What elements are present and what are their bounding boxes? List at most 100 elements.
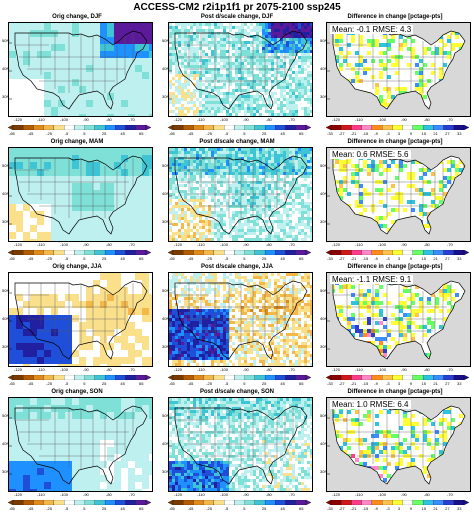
lon-label: -120 bbox=[332, 117, 341, 122]
colorbar-tick-label: -45 bbox=[187, 256, 194, 261]
us-outline bbox=[332, 155, 466, 235]
colorbar-tick-label: -33 bbox=[327, 381, 333, 386]
lon-label: -80 bbox=[266, 242, 272, 247]
colorbar-tick-label: -65 bbox=[9, 506, 15, 511]
colorbar-tick-label: 33 bbox=[457, 131, 462, 136]
post-panel-jja: Post d/scale change, JJA 50N 40N 30N -120 -11… bbox=[162, 264, 313, 386]
panel-title: Orig change, SON bbox=[51, 389, 103, 395]
panel-title: Difference in change [pctage-pts] bbox=[347, 389, 443, 395]
diff-map bbox=[327, 23, 470, 116]
orig-map bbox=[9, 273, 152, 366]
map-frame bbox=[8, 397, 153, 492]
colorbar-tick-label: 15 bbox=[421, 131, 426, 136]
figure-title: ACCESS-CM2 r2i1p1f1 pr 2075-2100 ssp245 bbox=[133, 2, 341, 13]
lon-label: -100 bbox=[378, 242, 387, 247]
rmse-value: RMSE: 4.3 bbox=[372, 25, 412, 34]
colorbar-tick-label: -27 bbox=[338, 131, 345, 136]
us-outline bbox=[14, 30, 148, 110]
colorbar-tick-label: -3 bbox=[386, 381, 390, 386]
colorbar-tick-label: 25 bbox=[261, 381, 267, 386]
lon-label: -110 bbox=[355, 242, 363, 247]
colorbar-tick-label: -65 bbox=[169, 381, 175, 386]
colorbar-tick-label: 5 bbox=[243, 506, 246, 511]
lon-label: -90 bbox=[401, 492, 407, 497]
stats-label: Mean: -1.1 RMSE: 9.1 bbox=[330, 275, 414, 284]
colorbar-tick-label: -15 bbox=[362, 381, 369, 386]
colorbar-tick-label: 5 bbox=[83, 131, 86, 136]
colorbar-tick-label: -65 bbox=[169, 256, 175, 261]
lat-label: 40N bbox=[162, 191, 170, 196]
lon-label: -120 bbox=[174, 492, 183, 497]
orig-panel-djf: Orig change, DJF 50N 40N 30N -120 -110 -100 -90… bbox=[2, 14, 153, 136]
diff-panel-son: Difference in change [pctage-pts] Mean: 1… bbox=[320, 389, 471, 511]
colorbar-tick-label: 25 bbox=[261, 506, 267, 511]
colorbar-tick-label: 65 bbox=[299, 256, 304, 261]
map-frame bbox=[168, 22, 313, 117]
lat-label: 50N bbox=[2, 288, 10, 293]
lat-label: 30N bbox=[2, 469, 10, 474]
stats-label: Mean: 1.0 RMSE: 6.4 bbox=[330, 400, 411, 409]
colorbar-tick-label: 25 bbox=[101, 256, 107, 261]
lon-label: -120 bbox=[174, 367, 183, 372]
lat-label: 40N bbox=[320, 66, 328, 71]
colorbar-tick-label: -5 bbox=[64, 131, 69, 136]
lon-label: -100 bbox=[60, 492, 69, 497]
lon-label: -110 bbox=[197, 492, 205, 497]
orig-panel-jja: Orig change, JJA 50N 40N 30N -120 -110 -100 -90… bbox=[2, 264, 153, 386]
colorbar-tick-label: -65 bbox=[169, 506, 175, 511]
post-colorbar bbox=[168, 500, 311, 505]
map-frame: Mean: 1.0 RMSE: 6.4 bbox=[326, 397, 471, 492]
lon-label: -80 bbox=[106, 117, 112, 122]
lon-label: -110 bbox=[37, 492, 45, 497]
post-map bbox=[169, 273, 312, 366]
lon-label: -100 bbox=[378, 492, 387, 497]
diff-map bbox=[327, 273, 470, 366]
colorbar-tick-label: -25 bbox=[46, 506, 52, 511]
colorbar-tick-label: -45 bbox=[27, 131, 34, 136]
panel-title: Orig change, MAM bbox=[50, 139, 104, 145]
colorbar-tick-label: 25 bbox=[101, 131, 107, 136]
lat-label: 50N bbox=[320, 413, 328, 418]
colorbar-tick-label: 45 bbox=[280, 256, 285, 261]
colorbar-tick-label: 45 bbox=[120, 131, 125, 136]
colorbar-tick-label: -27 bbox=[338, 506, 345, 511]
mean-value: Mean: 0.6 bbox=[332, 150, 368, 159]
colorbar-tick-label: -27 bbox=[338, 381, 345, 386]
colorbar-tick-label: 45 bbox=[120, 256, 125, 261]
colorbar-tick-label: 27 bbox=[445, 381, 450, 386]
lon-label: -80 bbox=[266, 117, 272, 122]
colorbar-tick-label: -25 bbox=[206, 381, 212, 386]
colorbar-tick-label: 45 bbox=[280, 506, 285, 511]
lon-label: -70 bbox=[129, 242, 135, 247]
lon-label: -120 bbox=[174, 117, 183, 122]
colorbar-tick-label: 65 bbox=[139, 256, 144, 261]
colorbar-tick-label: -3 bbox=[386, 506, 390, 511]
us-outline bbox=[174, 155, 308, 235]
colorbar-tick-label: -21 bbox=[350, 256, 357, 261]
diff-map bbox=[327, 148, 470, 241]
colorbar-tick-label: -33 bbox=[327, 131, 333, 136]
colorbar-tick-label: -45 bbox=[27, 256, 34, 261]
orig-map bbox=[9, 148, 152, 241]
colorbar-tick-label: 25 bbox=[261, 256, 267, 261]
lon-label: -100 bbox=[220, 117, 229, 122]
colorbar-tick-label: 3 bbox=[397, 381, 401, 386]
lat-label: 40N bbox=[320, 191, 328, 196]
colorbar-tick-label: -25 bbox=[206, 131, 212, 136]
colorbar-tick-label: -5 bbox=[224, 131, 229, 136]
colorbar-tick-label: 5 bbox=[83, 506, 86, 511]
lat-label: 50N bbox=[320, 288, 328, 293]
lon-label: -90 bbox=[243, 492, 249, 497]
us-outline bbox=[332, 280, 466, 360]
colorbar-tick-label: -45 bbox=[187, 131, 194, 136]
post-panel-mam: Post d/scale change, MAM 50N 40N 30N -120 -11… bbox=[162, 139, 313, 261]
colorbar-tick-label: 45 bbox=[280, 381, 285, 386]
lon-label: -90 bbox=[83, 242, 89, 247]
colorbar-tick-label: 21 bbox=[433, 506, 438, 511]
lon-label: -90 bbox=[401, 117, 407, 122]
lat-label: 30N bbox=[162, 219, 170, 224]
lon-label: -70 bbox=[289, 242, 295, 247]
diff-map bbox=[327, 398, 470, 491]
lon-label: -100 bbox=[220, 367, 229, 372]
us-outline bbox=[174, 30, 308, 110]
